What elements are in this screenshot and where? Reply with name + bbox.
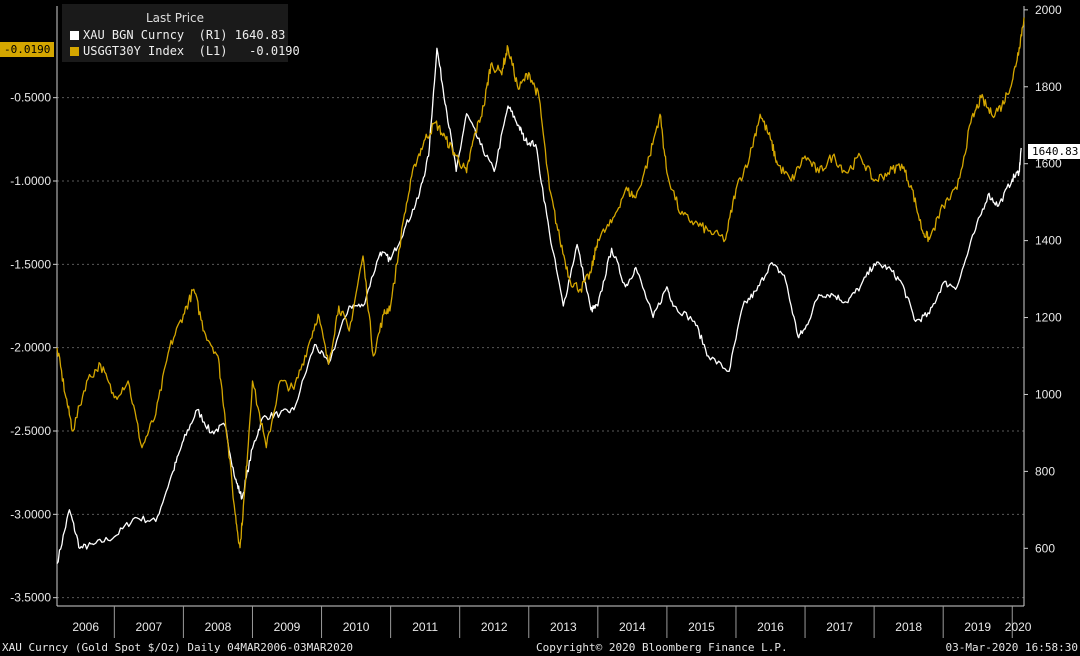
- right-tick-label: 1200: [1035, 311, 1062, 325]
- x-tick-label: 2020: [1005, 620, 1032, 634]
- gridlines: [57, 97, 1024, 599]
- left-tick-label: -2.5000: [10, 424, 51, 438]
- series-group: [56, 17, 1025, 565]
- x-tick-label: 2010: [343, 620, 370, 634]
- x-tick-label: 2008: [205, 620, 232, 634]
- footer-security-info: XAU Curncy (Gold Spot $/Oz) Daily 04MAR2…: [2, 641, 353, 654]
- left-last-value-tag: -0.0190: [0, 42, 55, 57]
- right-tick-label: 600: [1035, 541, 1055, 555]
- right-tick-label: 1000: [1035, 387, 1062, 401]
- legend-item-xau: XAU BGN Curncy (R1) 1640.83: [70, 28, 285, 42]
- x-tick-label: 2007: [136, 620, 163, 634]
- right-tick-label: 2000: [1035, 3, 1062, 17]
- x-tick-label: 2019: [964, 620, 991, 634]
- left-tick-label: -2.0000: [10, 341, 51, 355]
- legend-title: Last Price: [145, 11, 205, 25]
- x-tick-label: 2018: [895, 620, 922, 634]
- x-tick-label: 2011: [412, 620, 438, 634]
- x-tick-label: 2014: [619, 620, 646, 634]
- legend-label-usggt30y: USGGT30Y Index (L1) -0.0190: [83, 44, 300, 58]
- x-tick-label: 2009: [274, 620, 301, 634]
- left-tick-label: -0.5000: [10, 91, 51, 105]
- x-tick-label: 2016: [757, 620, 784, 634]
- right-last-value-tag: 1640.83: [1028, 144, 1080, 159]
- x-tick-label: 2015: [688, 620, 715, 634]
- legend: Last Price XAU BGN Curncy (R1) 1640.83 U…: [62, 4, 300, 62]
- legend-swatch-usggt30y: [70, 47, 79, 56]
- x-tick-label: 2017: [826, 620, 853, 634]
- left-tick-label: -3.0000: [10, 507, 51, 521]
- x-tick-label: 2013: [550, 620, 577, 634]
- legend-swatch-xau: [70, 31, 79, 40]
- left-y-axis: -0.5000 -1.0000 -1.5000 -2.0000 -2.5000 -3.00…: [10, 6, 58, 606]
- left-tick-label: -1.5000: [10, 257, 51, 271]
- right-tick-label: 1600: [1035, 157, 1062, 171]
- right-tick-label: 1400: [1035, 234, 1062, 248]
- left-tick-label: -3.5000: [10, 591, 51, 605]
- legend-label-xau: XAU BGN Curncy (R1) 1640.83: [83, 28, 286, 42]
- right-tick-label: 800: [1035, 464, 1055, 478]
- footer-copyright: Copyright© 2020 Bloomberg Finance L.P.: [536, 641, 788, 654]
- right-y-axis: 2000 1800 1600 1400 1200 1000 800 600: [1023, 3, 1062, 606]
- right-tick-label: 1800: [1035, 80, 1062, 94]
- series-line-xau: [56, 47, 1022, 565]
- left-tick-label: -1.0000: [10, 174, 51, 188]
- series-line-usggt30y: [56, 17, 1025, 549]
- x-tick-label: 2012: [481, 620, 508, 634]
- footer-timestamp: 03-Mar-2020 16:58:30: [945, 641, 1078, 654]
- legend-item-usggt30y: USGGT30Y Index (L1) -0.0190: [70, 44, 300, 58]
- x-axis: 2006 2007 2008 2009 2010 2011 2012 2013 2014 2015…: [57, 605, 1032, 638]
- footer-bar: XAU Curncy (Gold Spot $/Oz) Daily 04MAR2…: [0, 640, 1080, 656]
- x-tick-label: 2006: [72, 620, 99, 634]
